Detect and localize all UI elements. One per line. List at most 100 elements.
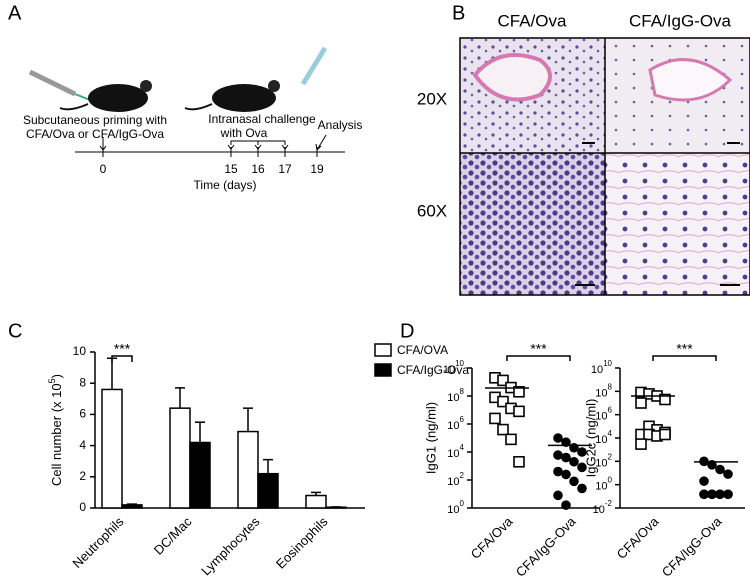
data-point	[505, 433, 517, 446]
label-text: Cell number (x 10	[49, 383, 64, 486]
tick-exponent: 2	[608, 452, 613, 461]
y-tick-label: 1010	[591, 359, 613, 376]
data-point	[553, 433, 563, 443]
legend-swatch	[374, 343, 392, 357]
data-point	[513, 405, 525, 418]
y-tick-label: 100	[595, 476, 612, 493]
panel-letter: C	[8, 320, 22, 342]
label: with Ova	[220, 126, 268, 140]
tick-exponent: 0	[608, 476, 613, 485]
data-point	[561, 469, 571, 480]
panel-letter: A	[8, 2, 22, 24]
data-point	[553, 450, 563, 460]
tick-exponent: -2	[605, 499, 613, 508]
panel-letter: D	[400, 320, 414, 342]
y-tick-label: 104	[447, 443, 464, 460]
timeline-tick: 15	[224, 162, 238, 176]
significance-bracket	[506, 355, 571, 361]
tick-exponent: 8	[608, 382, 613, 391]
micrographs	[459, 37, 750, 296]
y-tick-label: 4	[79, 438, 86, 452]
x-tick-label: Eosinophils	[273, 514, 331, 572]
x-tick-label: Lymphocytes	[198, 514, 263, 579]
mouse	[184, 80, 280, 112]
data-point	[659, 428, 671, 441]
data-point	[715, 464, 725, 475]
y-tick-label: 10	[73, 344, 87, 358]
data-point	[569, 456, 579, 467]
data-point	[715, 489, 725, 500]
x-tick-label: Neutrophils	[69, 514, 126, 571]
axis-label: Time (days)	[194, 178, 257, 192]
y-tick-label: 6	[79, 407, 86, 421]
data-point	[577, 462, 587, 473]
y-tick-label: 104	[595, 429, 612, 446]
data-point	[577, 483, 587, 494]
timeline-tick: 17	[278, 162, 292, 176]
data-point	[513, 455, 525, 468]
bar	[237, 430, 259, 509]
label-text: )	[49, 374, 64, 378]
x-tick-label: DC/Mac	[151, 514, 195, 558]
y-tick-label: 102	[595, 452, 612, 469]
tick-exponent: 2	[460, 471, 465, 480]
y-axis-label: IgG1 (ng/ml)	[423, 402, 438, 474]
tick-exponent: 4	[460, 443, 465, 452]
y-tick-label: 108	[595, 382, 612, 399]
label: Subcutaneous priming with	[23, 113, 167, 127]
y-tick-label: 106	[447, 415, 464, 432]
y-tick-label: 100	[447, 499, 464, 516]
tick-base: 10	[595, 457, 607, 469]
data-point	[659, 393, 671, 406]
data-point	[723, 469, 733, 479]
tick-base: 10	[447, 420, 459, 432]
significance-bracket	[111, 355, 133, 362]
pipette	[300, 46, 328, 86]
data-point	[577, 447, 587, 457]
tick-base: 10	[593, 504, 605, 516]
tick-exponent: 6	[608, 406, 613, 415]
label: CFA/Ova or CFA/IgG-Ova	[26, 127, 164, 141]
data-point	[699, 489, 709, 500]
timeline-tick: 0	[100, 162, 107, 176]
bar	[121, 504, 143, 509]
data-point	[497, 395, 509, 408]
legend-swatch	[374, 363, 392, 377]
bar	[325, 506, 347, 509]
bar	[189, 441, 211, 509]
tick-base: 10	[595, 481, 607, 493]
data-point	[723, 489, 733, 500]
tick-base: 10	[447, 392, 459, 404]
tick-base: 10	[447, 476, 459, 488]
tick-exponent: 10	[603, 359, 612, 368]
tick-base: 10	[595, 387, 607, 399]
tick-base: 10	[595, 411, 607, 423]
column-header: CFA/Ova	[498, 11, 568, 30]
data-point	[707, 489, 717, 500]
mouse	[59, 80, 152, 112]
panel-letter: B	[452, 2, 465, 24]
significance: ***	[114, 341, 131, 357]
y-axis-label: IgG2c (ng/ml)	[583, 399, 598, 478]
tick-exponent: 0	[460, 499, 465, 508]
tick-base: 10	[595, 434, 607, 446]
significance-bracket	[652, 355, 717, 361]
data-point	[513, 385, 525, 398]
y-tick-label: 106	[595, 406, 612, 423]
tick-base: 10	[447, 448, 459, 460]
tick-base: 10	[591, 364, 603, 376]
x-tick-label: CFA/IgG-Ova	[513, 513, 579, 579]
data-point	[635, 397, 647, 409]
tick-base: 10	[443, 364, 455, 376]
y-tick-label: 108	[447, 387, 464, 404]
y-tick-label: 2	[79, 469, 86, 483]
row-header: 20X	[417, 89, 447, 108]
y-tick-label: 0	[79, 500, 86, 514]
legend-label: CFA/OVA	[397, 343, 448, 357]
row-header: 60X	[417, 201, 447, 220]
label-superscript: 5	[47, 378, 57, 383]
tick-exponent: 6	[460, 415, 465, 424]
column-header: CFA/IgG-Ova	[629, 11, 732, 30]
x-tick-label: CFA/Ova	[468, 513, 516, 561]
